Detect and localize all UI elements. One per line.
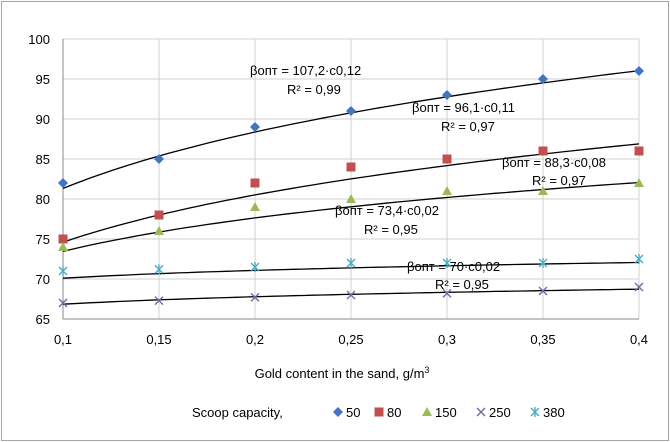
point-250 [634,282,644,292]
point-150 [346,194,356,203]
point-80 [346,162,356,172]
point-150 [538,186,548,195]
legend-label-80: 80 [387,405,401,420]
point-80 [154,210,164,220]
x-axis-label: Gold content in the sand, g/m3 [255,365,430,381]
trend-equation: βопт = 70·c0,02 [407,259,500,274]
point-380 [154,264,164,275]
equation-annotations: βопт = 107,2·c0,12 R² = 0,99 βопт = 96,1·c… [250,63,606,292]
trend-r-squared: R² = 0,97 [441,119,495,134]
x-tick-label: 0,4 [630,332,648,347]
trend-r-squared: R² = 0,97 [532,173,586,188]
legend: Scoop capacity, 50 80 150 250 380 [192,405,565,420]
legend-label-380: 380 [543,405,565,420]
point-150 [634,178,644,187]
point-80 [538,146,548,156]
y-axis-ticks: 65 70 75 80 85 90 95 100 [28,32,50,327]
point-80 [58,234,68,244]
y-tick-label: 100 [28,32,50,47]
trend-r-squared: R² = 0,99 [287,82,341,97]
point-380 [346,258,356,268]
data-points [58,66,644,308]
point-250 [154,296,164,306]
point-250 [538,286,548,296]
point-80 [250,178,260,188]
point-50 [154,154,164,164]
x-tick-label: 0,2 [246,332,264,347]
plot-grid [62,38,640,320]
point-50 [250,122,260,132]
trend-equation: βопт = 73,4·c0,02 [335,203,439,218]
legend-label-150: 150 [435,405,457,420]
trend-equation: βопт = 88,3·c0,08 [502,155,606,170]
legend-marker-380 [530,407,540,417]
point-380 [634,254,644,264]
point-380 [250,262,260,272]
point-80 [634,146,644,156]
legend-label-50: 50 [346,405,360,420]
point-150 [154,226,164,235]
legend-title: Scoop capacity, [192,405,283,420]
y-tick-label: 70 [36,272,50,287]
legend-label-250: 250 [489,405,511,420]
point-50 [346,106,356,116]
point-150 [442,186,452,195]
legend-marker-250 [476,407,486,417]
legend-marker-150 [422,407,432,416]
point-150 [58,242,68,251]
point-250 [442,288,452,298]
y-tick-label: 65 [36,312,50,327]
point-50 [58,178,68,188]
trend-r-squared: R² = 0,95 [364,222,418,237]
trend-r-squared: R² = 0,95 [435,277,489,292]
point-250 [346,290,356,300]
x-tick-label: 0,1 [54,332,72,347]
legend-marker-50 [333,407,343,417]
point-150 [250,202,260,211]
y-tick-label: 90 [36,112,50,127]
y-tick-label: 75 [36,232,50,247]
x-axis-ticks: 0,1 0,15 0,2 0,25 0,3 0,35 0,4 [54,332,648,347]
trend-equation: βопт = 96,1·c0,11 [412,100,515,115]
point-380 [538,258,548,268]
x-tick-label: 0,25 [338,332,363,347]
point-380 [58,266,68,276]
x-tick-label: 0,15 [146,332,171,347]
legend-marker-80 [374,407,384,417]
trend-equation: βопт = 107,2·c0,12 [250,63,361,78]
x-tick-label: 0,35 [530,332,555,347]
y-tick-label: 95 [36,72,50,87]
point-250 [250,292,260,302]
y-tick-label: 85 [36,152,50,167]
y-tick-label: 80 [36,192,50,207]
point-50 [442,90,452,100]
point-50 [634,66,644,76]
point-250 [58,298,68,308]
point-380 [442,258,452,268]
point-50 [538,74,548,84]
x-tick-label: 0,3 [438,332,456,347]
point-80 [442,154,452,164]
